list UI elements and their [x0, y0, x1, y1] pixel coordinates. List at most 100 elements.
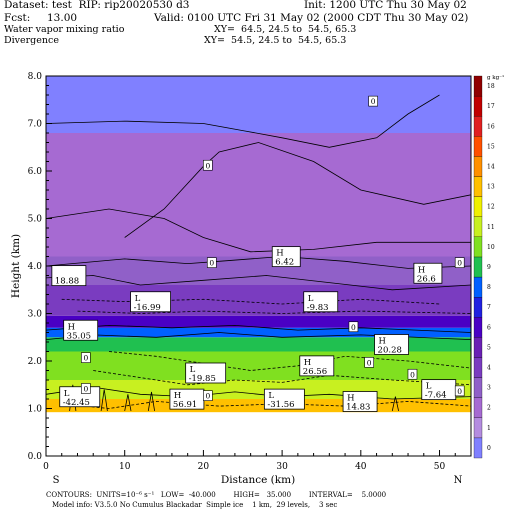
colorbar-label: 1	[487, 425, 491, 432]
moisture-layer	[46, 351, 471, 380]
colorbar-label: 17	[487, 103, 495, 110]
colorbar-label: 5	[487, 344, 491, 351]
zero-box	[81, 352, 91, 363]
zero-contour-label: 0	[203, 159, 213, 171]
colorbar-swatch	[473, 417, 483, 439]
label-box	[51, 265, 87, 287]
colorbar-label: 4	[487, 365, 491, 372]
axes: 0 10 20 30 40 50 0.0 1.0 2.0 3.0 4.0 5.0 6.0 7.0 8.0	[28, 72, 456, 472]
colorbar-swatch	[473, 156, 483, 177]
colorbar-swatch	[473, 136, 483, 157]
zero-contour-label: 0	[454, 385, 465, 397]
extremum-value: -31.56	[267, 400, 294, 410]
zero-box	[81, 383, 91, 394]
divergence-extremum-label: L-7.64	[421, 379, 457, 401]
colorbar-label: 7	[487, 304, 491, 311]
colorbar-swatch	[473, 176, 483, 197]
label-box	[130, 291, 171, 313]
divergence-contour	[46, 275, 471, 291]
extremum-type: L	[135, 294, 141, 304]
divergence-contour	[124, 394, 132, 411]
y-tick-label: 8.0	[28, 72, 43, 82]
zero-value: 0	[457, 259, 462, 268]
colorbar-swatch	[473, 75, 483, 97]
zero-box	[454, 257, 465, 268]
zero-value: 0	[410, 370, 415, 379]
colorbar-swatch	[473, 337, 483, 358]
colorbar-label: 11	[487, 224, 495, 231]
y-tick-label: 0.0	[28, 452, 43, 462]
zero-box	[206, 257, 217, 268]
zero-contour-label: 0	[407, 368, 418, 380]
extremum-value: -7.64	[425, 391, 447, 401]
divergence-extremum-label: H35.05	[63, 319, 99, 341]
cross-section-xy-2: XY= 54.5, 24.5 to 54.5, 65.3	[204, 35, 347, 46]
y-tick-label: 6.0	[28, 167, 43, 177]
divergence-extremum-label: H26.6	[413, 262, 443, 284]
extremum-type: L	[308, 294, 314, 304]
divergence-extremum-label: 18.88	[51, 265, 87, 287]
colorbar-label: 8	[487, 284, 491, 291]
label-box	[185, 362, 227, 384]
zero-value: 0	[83, 385, 88, 394]
zero-box	[203, 390, 213, 401]
divergence-contour	[61, 400, 471, 409]
zero-box	[348, 321, 359, 333]
zero-value: 0	[83, 354, 88, 363]
extremum-value: 26.6	[417, 274, 436, 284]
divergence-contour	[46, 256, 471, 269]
zero-value: 0	[205, 392, 210, 401]
colorbar-swatch	[473, 276, 483, 298]
x-tick-label: 20	[198, 462, 210, 472]
field-label-moisture: Water vapor mixing ratio	[4, 24, 125, 35]
init-time-label: Init: 1200 UTC Thu 30 May 02	[304, 0, 467, 11]
colorbar-swatch	[473, 256, 483, 278]
zero-contour-label: 0	[206, 257, 217, 268]
zero-box	[203, 159, 213, 171]
colorbar-label: 10	[487, 244, 495, 251]
x-tick-label: 50	[434, 462, 446, 472]
zero-box	[368, 95, 378, 107]
extremum-value: -16.99	[134, 303, 161, 313]
x-tick-label: 0	[43, 462, 49, 472]
colorbar-label: 0	[487, 445, 491, 452]
colorbar-label: 12	[487, 204, 495, 211]
label-box	[263, 388, 305, 410]
cross-section-xy-1: XY= 64.5, 24.5 to 54.5, 65.3	[214, 24, 357, 35]
colorbar-swatch	[473, 236, 483, 258]
zero-value: 0	[367, 358, 372, 367]
valid-time-label: Valid: 0100 UTC Fri 31 May 02 (2000 CDT …	[154, 12, 469, 24]
colorbar-swatch	[473, 377, 483, 398]
zero-value: 0	[209, 259, 214, 268]
field-label-divergence: Divergence	[4, 35, 59, 46]
colorbar-label: 9	[487, 264, 491, 271]
extremum-type: H	[174, 391, 181, 401]
x-axis-title: Distance (km)	[221, 474, 295, 486]
divergence-extremum-label: L-16.99	[130, 291, 171, 313]
colorbar-swatch	[473, 317, 483, 338]
divergence-contour	[100, 389, 108, 411]
divergence-contour	[93, 370, 471, 386]
extremum-value: 18.88	[55, 277, 79, 287]
extremum-type: L	[64, 389, 70, 399]
y-tick-label: 7.0	[28, 120, 43, 130]
y-tick-label: 5.0	[28, 215, 43, 225]
moisture-fill	[46, 76, 471, 456]
extremum-value: -9.83	[307, 303, 329, 313]
moisture-layer	[46, 315, 471, 328]
divergence-contour	[108, 351, 471, 371]
extremum-value: -42.45	[63, 398, 90, 408]
zero-contour-label: 0	[364, 357, 374, 368]
divergence-contour	[391, 396, 399, 411]
terrain-block	[46, 412, 471, 456]
moisture-layer	[46, 76, 471, 133]
moisture-layer	[46, 133, 471, 257]
extremum-type: H	[276, 249, 283, 259]
extremum-value: 26.56	[303, 367, 327, 377]
extremum-value: 35.05	[67, 331, 91, 341]
extremum-type: H	[304, 358, 311, 368]
colorbar-swatch	[473, 116, 483, 137]
colorbar-unit: g kg⁻¹	[487, 74, 504, 81]
divergence-extremum-label: H20.28	[374, 334, 409, 356]
